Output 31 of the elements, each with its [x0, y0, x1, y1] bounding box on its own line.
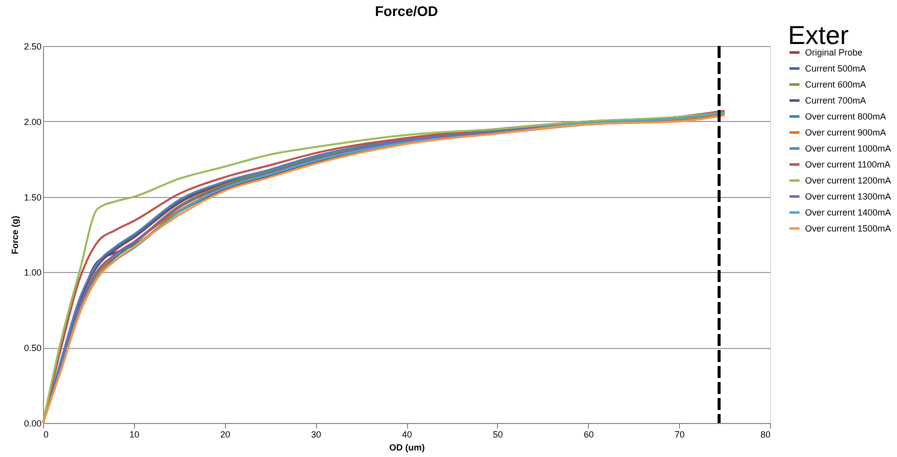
- y-tick-label: 0.00: [24, 418, 42, 428]
- y-tick-label: 2.50: [24, 42, 42, 52]
- x-tick-label: 40: [402, 430, 412, 440]
- x-tick-label: 20: [220, 430, 230, 440]
- legend-label: Over current 1300mA: [805, 192, 892, 202]
- x-tick-label: 50: [492, 430, 503, 440]
- x-tick-label: 80: [760, 430, 770, 440]
- legend-label: Current 600mA: [805, 80, 866, 90]
- y-tick-label: 1.00: [24, 268, 42, 278]
- legend-label: Over current 1000mA: [805, 144, 892, 154]
- legend-label: Over current 900mA: [805, 128, 886, 138]
- legend-label: Over current 1500mA: [805, 224, 892, 234]
- legend-label: Over current 800mA: [805, 112, 886, 122]
- legend-label: Original Probe: [805, 48, 863, 58]
- y-tick-label: 2.00: [24, 116, 42, 127]
- legend-label: Current 700mA: [805, 96, 866, 106]
- chart-title: Force/OD: [374, 3, 438, 19]
- x-tick-label: 30: [311, 430, 322, 440]
- x-tick-label: 10: [129, 430, 140, 440]
- x-tick-label: 0: [44, 430, 49, 440]
- y-tick-label: 1.50: [24, 192, 42, 202]
- text: Exter: [788, 20, 850, 50]
- legend-label: Over current 1400mA: [805, 208, 892, 218]
- y-tick-label: 0.50: [24, 343, 42, 354]
- legend-label: Over current 1200mA: [805, 176, 892, 186]
- legend-label: Current 500mA: [805, 64, 866, 74]
- legend-label: Over current 1100mA: [805, 160, 890, 170]
- x-tick-label: 70: [674, 430, 685, 440]
- x-axis-title: OD (um): [389, 442, 425, 452]
- y-axis-title: Force (g): [10, 216, 20, 254]
- x-tick-label: 60: [584, 430, 594, 440]
